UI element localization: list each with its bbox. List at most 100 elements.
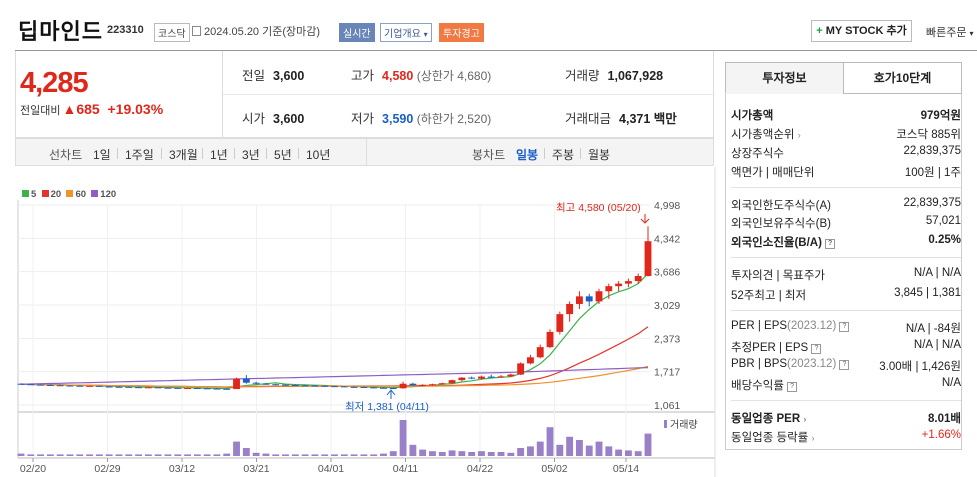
volume-bar	[429, 451, 436, 456]
help-icon[interactable]: ?	[839, 360, 850, 370]
candle-body	[624, 281, 632, 284]
period-bar: 선차트 1일 1주일 3개월 1년 3년 5년 10년 봉차트 일봉 주봉 월봉	[15, 138, 714, 166]
candle-body	[448, 380, 456, 384]
candle-body	[86, 385, 94, 387]
candle-body	[468, 377, 476, 379]
candle-monthly[interactable]: 월봉	[588, 148, 611, 162]
volume-bar	[360, 454, 368, 456]
divider	[731, 257, 961, 258]
investment-warning-tag[interactable]: 투자경고	[439, 23, 484, 42]
quick-order-dropdown[interactable]: 빠른주문 ▾	[926, 24, 974, 40]
volume-bar	[644, 433, 652, 456]
div-yield-value: N/A	[941, 377, 961, 389]
period-5y[interactable]: 5년	[274, 148, 292, 162]
y-tick-label: 3,029	[654, 300, 680, 312]
candle-body	[507, 374, 515, 377]
help-icon[interactable]: ?	[839, 322, 850, 332]
candle-body	[419, 384, 427, 386]
volume-value: 1,067,928	[607, 69, 664, 83]
candle-body	[595, 291, 603, 302]
candle-body	[282, 384, 289, 386]
foreign-limit-label: 외국인한도주식수(A)	[731, 200, 831, 212]
candle-body	[321, 385, 329, 387]
legend-swatch-ma120	[91, 190, 99, 197]
stock-name: 딥마인드	[18, 19, 103, 44]
volume-bar	[282, 454, 289, 456]
candle-body	[644, 241, 652, 277]
candle-body	[144, 387, 152, 389]
company-info-label: 기업개요	[384, 29, 421, 40]
foreign-hold-row: 외국인보유주식수(B) 57,021	[731, 215, 961, 233]
market-tag: 코스닥	[154, 23, 190, 42]
sector-per-row[interactable]: 동일업종 PER › 8.01배	[731, 410, 961, 428]
x-tick-label: 04/01	[318, 463, 344, 475]
volume-bar	[193, 454, 201, 456]
mystock-add-button[interactable]: + MY STOCK 추가	[811, 20, 912, 42]
line-chart-label: 선차트	[49, 148, 83, 162]
candle-body	[575, 296, 583, 304]
market-cap-rank-row[interactable]: 시가총액순위 › 코스닥 885위	[731, 126, 961, 144]
y-tick-label: 1,061	[654, 400, 680, 412]
volume: 거래량 1,067,928	[565, 65, 663, 84]
volume-bar	[56, 454, 64, 456]
chevron-down-icon: ▾	[969, 29, 974, 38]
volume-bar	[605, 446, 613, 456]
volume-bar	[272, 454, 280, 456]
candle-daily[interactable]: 일봉	[516, 148, 539, 162]
sector-change-row[interactable]: 동일업종 등락률 › +1.66%	[731, 429, 961, 447]
candle-body	[340, 386, 348, 388]
date-text: 2024.05.20 기준(장마감)	[192, 23, 320, 39]
period-3m[interactable]: 3개월	[169, 148, 198, 162]
candle-weekly[interactable]: 주봉	[552, 148, 575, 162]
volume-bar	[184, 454, 191, 456]
y-tick-label: 2,373	[654, 333, 680, 345]
divider	[161, 148, 162, 159]
help-icon[interactable]: ?	[811, 344, 822, 354]
market-cap-row: 시가총액 979억원	[731, 107, 961, 125]
volume-bar	[115, 454, 123, 456]
candle-body	[213, 388, 221, 390]
candle-body	[174, 387, 182, 389]
candle-body	[193, 388, 201, 390]
sector-change-label: 동일업종 등락률	[731, 432, 809, 444]
volume-bar	[399, 420, 407, 456]
div-yield-row: 배당수익률 ? N/A	[731, 377, 961, 395]
chart-legend: 5 20 60 120	[22, 189, 116, 200]
tab-invest-info[interactable]: 투자정보	[725, 62, 844, 94]
x-tick-label: 05/14	[613, 463, 639, 475]
foreign-ratio-value: 0.25%	[928, 234, 961, 246]
volume-bar	[17, 453, 25, 456]
candle-body	[105, 386, 113, 388]
candle-body	[27, 384, 35, 386]
divider	[266, 148, 267, 159]
realtime-tag[interactable]: 실시간	[339, 23, 375, 42]
candle-body	[389, 388, 397, 390]
period-1y[interactable]: 1년	[210, 148, 228, 162]
company-info-dropdown[interactable]: 기업개요 ▾	[380, 23, 432, 42]
candle-body	[164, 387, 172, 389]
candle-body	[311, 385, 319, 387]
volume-bar	[311, 454, 319, 456]
par-value-label: 액면가 | 매매단위	[731, 167, 815, 179]
prev-close-label: 전일	[242, 69, 266, 83]
divider	[117, 148, 118, 159]
high-annotation: 최고 4,580 (05/20)	[556, 202, 641, 214]
volume-bar	[164, 454, 172, 456]
help-icon[interactable]: ?	[825, 239, 836, 249]
period-1d[interactable]: 1일	[93, 148, 111, 162]
legend-ma120: 120	[100, 189, 117, 200]
y-tick-label: 4,998	[654, 200, 680, 212]
candle-body	[399, 383, 407, 389]
base-date: 2024.05.20 기준(장마감)	[204, 26, 321, 38]
candle-body	[487, 376, 495, 378]
period-3y[interactable]: 3년	[242, 148, 260, 162]
divider	[731, 400, 961, 401]
tab-hoga[interactable]: 호가10단계	[843, 62, 962, 94]
period-10y[interactable]: 10년	[306, 148, 331, 162]
volume-bar	[37, 454, 45, 456]
price-chart[interactable]: 4,998 4,342 3,686 3,029 2,373 1,717 1,061 02/20…	[0, 0, 720, 477]
period-1w[interactable]: 1주일	[125, 148, 154, 162]
candle-body	[634, 276, 642, 282]
per-eps-value: N/A | -84원	[905, 323, 961, 335]
help-icon[interactable]: ?	[787, 382, 798, 392]
